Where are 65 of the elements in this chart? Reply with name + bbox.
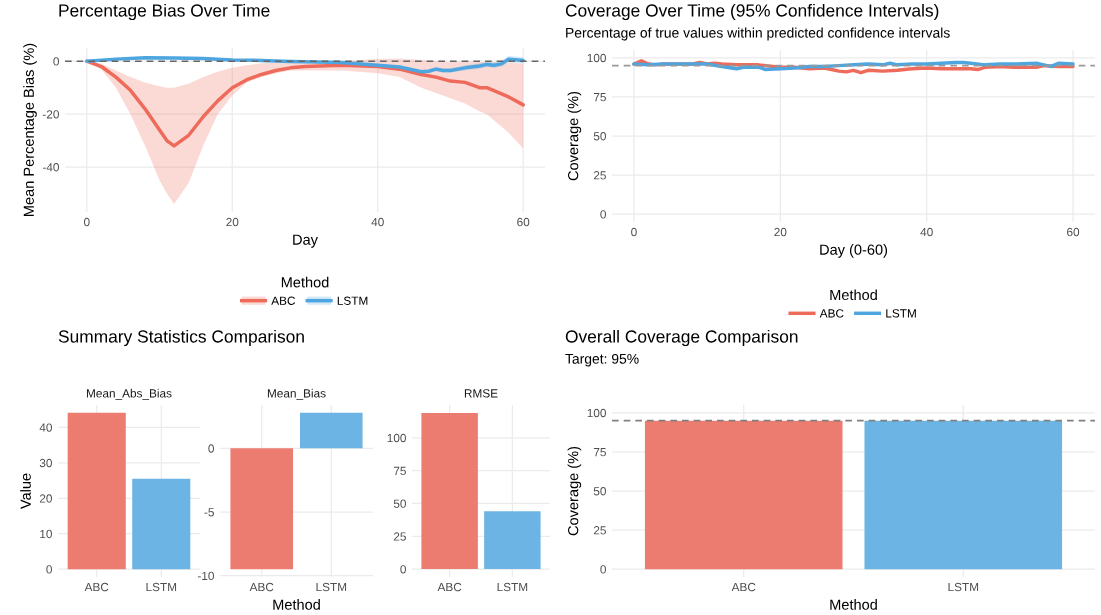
chart-subtitle: Mean_Bias — [267, 388, 326, 400]
y-axis-title: Mean Percentage Bias (%) — [23, 43, 37, 216]
x-tick-label: ABC — [437, 582, 462, 592]
x-tick-label: 20 — [774, 227, 787, 237]
legend-label: ABC — [271, 296, 296, 305]
y-tick-label: 40 — [39, 423, 52, 432]
y-tick-label: 50 — [593, 132, 606, 141]
y-tick-label: 0 — [46, 565, 52, 574]
y-tick-label: -10 — [197, 571, 214, 581]
y-tick-label: 0 — [53, 57, 59, 66]
y-tick-label: 0 — [208, 444, 214, 453]
legend-title: Method — [830, 289, 877, 301]
y-axis-title: Coverage (%) — [567, 91, 582, 181]
x-tick-label: 40 — [371, 217, 384, 227]
x-tick-label: ABC — [731, 582, 756, 592]
x-axis-title: Day — [293, 234, 318, 248]
y-tick-label: 100 — [587, 408, 606, 418]
x-tick-label: 60 — [1067, 227, 1080, 237]
x-tick-label: ABC — [84, 582, 109, 592]
legend-label: ABC — [819, 309, 844, 318]
legend-label: LSTM — [337, 296, 368, 305]
y-tick-label: 75 — [393, 466, 406, 476]
y-tick-label: 20 — [39, 494, 52, 503]
chart-subtitle: Target: 95% — [565, 353, 639, 367]
chart-subtitle: RMSE — [464, 389, 498, 398]
y-tick-label: -20 — [42, 110, 59, 119]
chart-title: Summary Statistics Comparison — [58, 329, 304, 347]
y-tick-label: 0 — [400, 565, 406, 574]
legend-label: LSTM — [886, 309, 916, 318]
chart-title: Coverage Over Time (95% Confidence Intervals) — [565, 3, 939, 21]
x-tick-label: 60 — [517, 217, 530, 227]
y-tick-label: 75 — [593, 93, 606, 102]
x-tick-label: ABC — [249, 582, 274, 592]
x-tick-label: 40 — [920, 227, 933, 237]
chart-subtitle: Mean_Abs_Bias — [86, 388, 172, 400]
x-tick-label: LSTM — [948, 582, 979, 592]
y-tick-label: -5 — [204, 508, 214, 517]
y-tick-label: 75 — [593, 448, 606, 457]
chart-title: Percentage Bias Over Time — [59, 3, 270, 21]
x-tick-label: 20 — [226, 217, 239, 227]
x-axis-title: Method — [273, 599, 320, 610]
x-tick-label: LSTM — [316, 582, 347, 592]
y-tick-label: 50 — [393, 499, 406, 508]
y-tick-label: 10 — [40, 529, 52, 539]
y-tick-label: 25 — [593, 171, 606, 180]
y-tick-label: 50 — [593, 487, 606, 496]
x-tick-label: LSTM — [146, 582, 177, 592]
x-axis-title: Day (0-60) — [820, 244, 888, 258]
y-axis-title: Coverage (%) — [567, 446, 582, 536]
chart-subtitle: Percentage of true values within predicted confidence intervals — [566, 27, 950, 41]
x-tick-label: LSTM — [497, 582, 528, 592]
x-tick-label: 0 — [84, 217, 90, 227]
y-tick-label: 25 — [593, 526, 606, 535]
x-tick-label: 0 — [631, 227, 637, 237]
y-tick-label: 25 — [393, 532, 406, 541]
y-tick-label: 100 — [587, 53, 606, 63]
x-axis-title: Method — [830, 599, 877, 610]
y-tick-label: 100 — [387, 433, 406, 443]
y-tick-label: -40 — [42, 163, 59, 172]
y-axis-title: Value — [20, 473, 31, 510]
chart-title: Overall Coverage Comparison — [565, 329, 798, 347]
y-tick-label: 0 — [600, 565, 606, 574]
y-tick-label: 30 — [39, 458, 52, 468]
y-tick-label: 0 — [600, 210, 606, 219]
legend-title: Method — [281, 276, 329, 288]
